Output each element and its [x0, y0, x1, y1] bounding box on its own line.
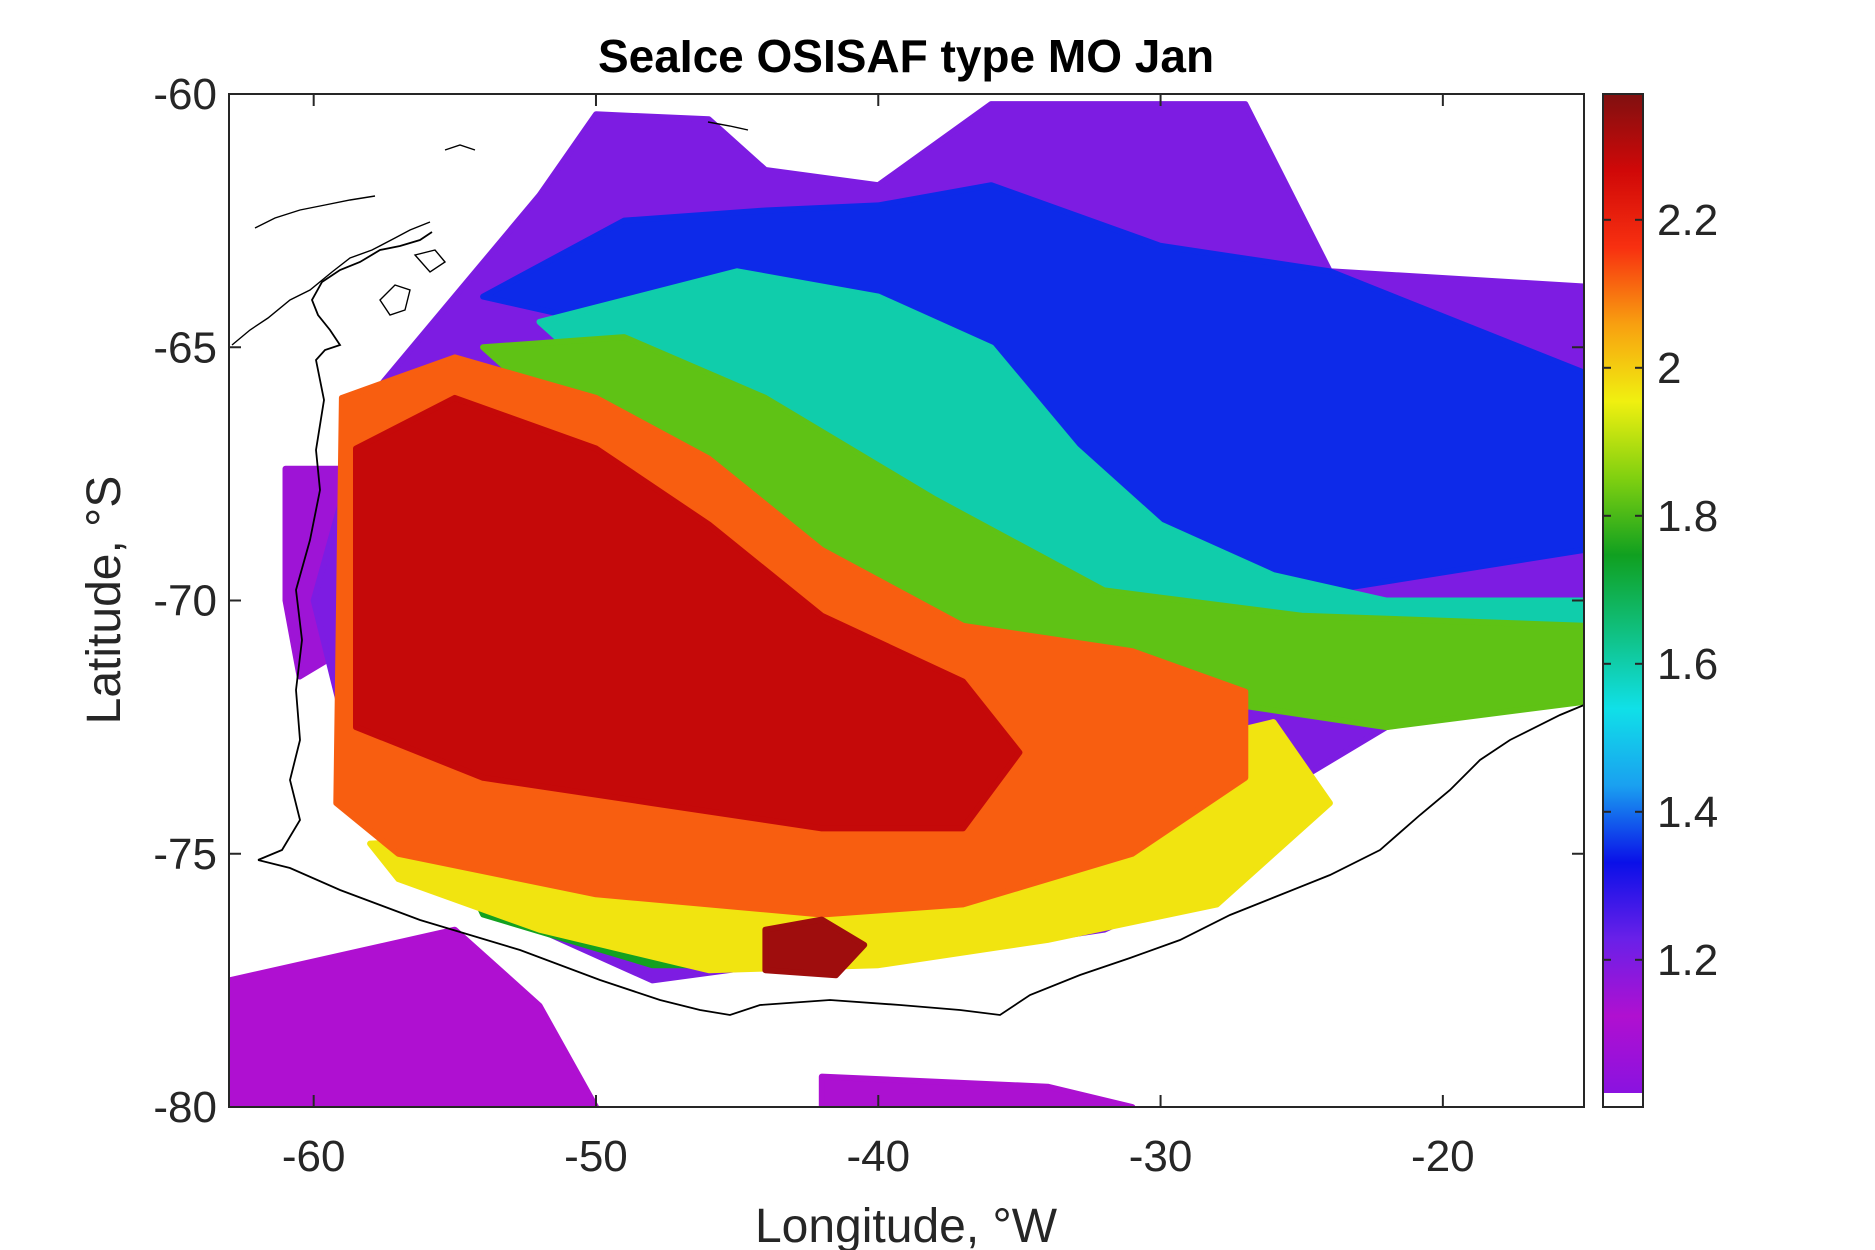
y-tick-label: -75 — [153, 830, 217, 879]
y-axis-ticks: -80 -75 -70 -65 -60 — [153, 70, 1584, 1132]
colorbar-tick-label: 1.2 — [1657, 936, 1718, 985]
x-axis-label: Longitude, °W — [755, 1200, 1058, 1250]
y-tick-label: -70 — [153, 577, 217, 626]
x-axis-ticks: -60 -50 -40 -30 -20 — [282, 94, 1475, 1181]
data-region-10 — [353, 394, 1023, 832]
x-tick-label: -20 — [1411, 1132, 1475, 1181]
y-tick-label: -60 — [153, 70, 217, 119]
y-axis-label: Latitude, °S — [78, 476, 131, 725]
data-region-1 — [818, 1073, 1136, 1107]
data-region-0 — [229, 926, 599, 1107]
colorbar-tick-label: 1.6 — [1657, 640, 1718, 689]
chart-title: SeaIce OSISAF type MO Jan — [598, 30, 1214, 82]
x-tick-label: -40 — [846, 1132, 910, 1181]
colorbar-tick-label: 1.4 — [1657, 788, 1718, 837]
colorbar-frame — [1602, 93, 1644, 1108]
colorbar-nodata-swatch — [1603, 1093, 1643, 1107]
coastline — [231, 121, 1584, 1016]
colorbar-ticks: 1.2 1.4 1.6 1.8 2 2.2 — [1603, 196, 1718, 985]
colorbar: 1.2 1.4 1.6 1.8 2 2.2 — [1602, 93, 1718, 1108]
x-tick-label: -60 — [282, 1132, 346, 1181]
colorbar-tick-label: 2.2 — [1657, 196, 1718, 245]
plot-area — [228, 93, 1585, 1108]
x-tick-label: -30 — [1129, 1132, 1193, 1181]
colorbar-tick-label: 1.8 — [1657, 492, 1718, 541]
colorbar-tick-label: 2 — [1657, 344, 1681, 393]
data-regions — [229, 101, 1584, 1107]
y-tick-label: -80 — [153, 1083, 217, 1132]
x-tick-label: -50 — [564, 1132, 628, 1181]
y-tick-label: -65 — [153, 323, 217, 372]
colorbar-gradient — [1603, 94, 1643, 1093]
data-region-11 — [762, 916, 868, 979]
